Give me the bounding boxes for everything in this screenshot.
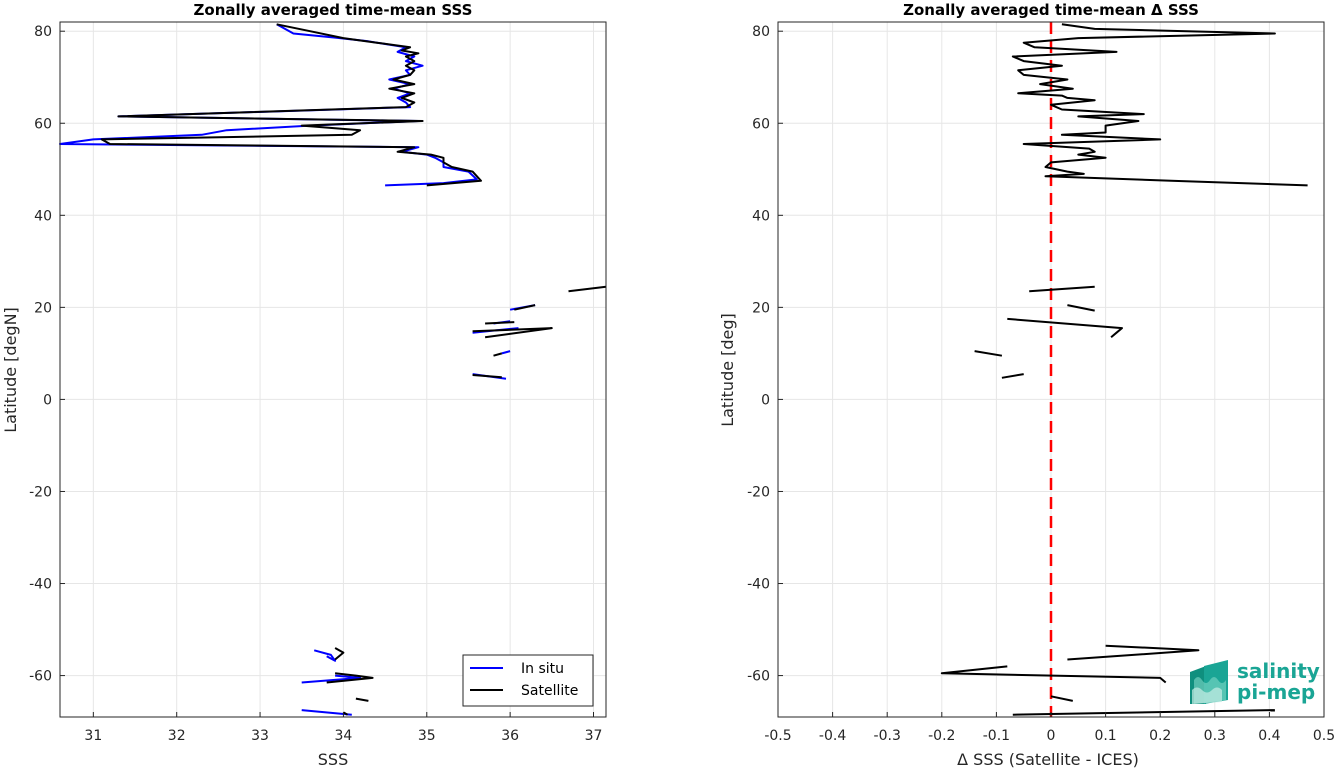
delta-sss-series-difference-segment xyxy=(1029,285,1095,293)
delta-sss-x-axis-label: Δ SSS (Satellite - ICES) xyxy=(957,750,1139,769)
sss-series-in-situ-segment xyxy=(301,674,362,684)
sss-series-satellite-segment xyxy=(485,321,515,325)
delta-sss-y-tick-label: 0 xyxy=(761,392,770,408)
logo-emblem xyxy=(1190,660,1228,704)
sss-y-tick-label: -40 xyxy=(29,577,52,593)
delta-sss-x-tick-label: 0.2 xyxy=(1149,728,1171,744)
delta-sss-y-tick-label: 40 xyxy=(752,208,770,224)
delta-sss-series-difference-segment xyxy=(1067,304,1095,312)
delta-sss-series-difference-segment xyxy=(1050,695,1074,702)
delta-sss-chart-title: Zonally averaged time-mean Δ SSS xyxy=(903,1,1199,19)
sss-y-tick-label: 40 xyxy=(34,208,52,224)
sss-x-tick-label: 34 xyxy=(335,728,353,744)
sss-panel: 31 32 33 34 35 36 37 -60 -40 -20 0 20 40 60 80 Zonally… xyxy=(1,1,607,769)
sss-y-tick-label: 20 xyxy=(34,300,52,316)
sss-y-tick-label: 60 xyxy=(34,116,52,132)
sss-y-tick-label: 80 xyxy=(34,24,52,40)
sss-x-tick-label: 31 xyxy=(84,728,102,744)
sss-series-satellite-segment xyxy=(493,352,503,357)
delta-sss-series xyxy=(940,23,1308,716)
delta-sss-y-tick-label: 60 xyxy=(752,116,770,132)
sss-series-satellite-segment xyxy=(355,697,369,702)
sss-series-satellite-segment xyxy=(472,327,553,339)
sss-y-axis-label: Latitude [degN] xyxy=(1,307,20,433)
delta-sss-x-tick-label: 0 xyxy=(1047,728,1056,744)
delta-sss-series-difference-segment xyxy=(1011,23,1308,187)
sss-series-satellite-segment xyxy=(568,285,607,293)
sss-axes-box xyxy=(59,21,607,718)
delta-sss-panel: -0.5 -0.4 -0.3 -0.2 -0.1 0 0.1 0.2 0.3 0.4 0.5 -60 -… xyxy=(718,1,1335,769)
sss-ticks: 31 32 33 34 35 36 37 -60 -40 -20 0 20 40 60 80 xyxy=(29,24,602,744)
delta-sss-series-difference-segment xyxy=(1012,709,1275,716)
delta-sss-x-tick-label: -0.3 xyxy=(874,728,901,744)
delta-sss-x-tick-label: -0.5 xyxy=(764,728,791,744)
sss-chart-title: Zonally averaged time-mean SSS xyxy=(194,1,473,19)
delta-sss-series-difference-segment xyxy=(1001,373,1024,379)
salinity-pi-mep-logo: salinity pi-mep xyxy=(1190,659,1320,704)
sss-series xyxy=(59,23,607,716)
sss-series-satellite-segment xyxy=(472,374,502,379)
delta-sss-x-tick-label: -0.1 xyxy=(983,728,1010,744)
sss-series-satellite-segment xyxy=(514,304,536,311)
logo-text-line1: salinity xyxy=(1237,659,1320,683)
sss-y-tick-label: -20 xyxy=(29,484,52,500)
sss-y-tick-label: -60 xyxy=(29,669,52,685)
sss-x-tick-label: 32 xyxy=(168,728,186,744)
sss-grid xyxy=(60,22,606,717)
delta-sss-ticks: -0.5 -0.4 -0.3 -0.2 -0.1 0 0.1 0.2 0.3 0.4 0.5 -60 -… xyxy=(747,24,1335,744)
delta-sss-y-axis-label: Latitude [deg] xyxy=(718,313,737,427)
delta-sss-y-tick-label: -60 xyxy=(747,669,770,685)
delta-sss-x-tick-label: 0.5 xyxy=(1313,728,1335,744)
sss-x-tick-label: 35 xyxy=(418,728,436,744)
legend-insitu-label: In situ xyxy=(521,661,564,677)
logo-text-line2: pi-mep xyxy=(1237,680,1315,704)
delta-sss-x-tick-label: 0.3 xyxy=(1204,728,1226,744)
delta-sss-y-tick-label: 80 xyxy=(752,24,770,40)
sss-series-satellite-segment xyxy=(334,647,345,661)
legend-box xyxy=(462,654,594,707)
delta-sss-x-tick-label: 0.4 xyxy=(1258,728,1280,744)
delta-sss-series-difference-segment xyxy=(1067,644,1200,661)
sss-x-tick-label: 37 xyxy=(585,728,603,744)
sss-x-axis-label: SSS xyxy=(318,750,348,769)
delta-sss-series-difference-segment xyxy=(974,350,1003,357)
delta-sss-y-tick-label: -20 xyxy=(747,484,770,500)
sss-series-satellite-segment xyxy=(100,23,482,187)
delta-sss-x-tick-label: -0.4 xyxy=(819,728,846,744)
sss-series-in-situ-segment xyxy=(313,649,337,662)
sss-x-tick-label: 36 xyxy=(501,728,519,744)
sss-series-satellite-segment xyxy=(342,711,349,716)
sss-x-tick-label: 33 xyxy=(251,728,269,744)
sss-y-tick-label: 0 xyxy=(43,392,52,408)
sss-series-satellite-segment xyxy=(326,672,374,684)
sss-plot-area xyxy=(60,22,606,717)
legend: In situ Satellite xyxy=(462,654,594,707)
delta-sss-x-tick-label: 0.1 xyxy=(1094,728,1116,744)
delta-sss-x-tick-label: -0.2 xyxy=(928,728,955,744)
delta-sss-series-difference-segment xyxy=(940,665,1167,684)
delta-sss-y-tick-label: -40 xyxy=(747,577,770,593)
legend-satellite-label: Satellite xyxy=(521,683,578,699)
delta-sss-y-tick-label: 20 xyxy=(752,300,770,316)
sss-series-in-situ-segment xyxy=(501,350,511,355)
delta-sss-series-difference-segment xyxy=(1007,317,1123,339)
